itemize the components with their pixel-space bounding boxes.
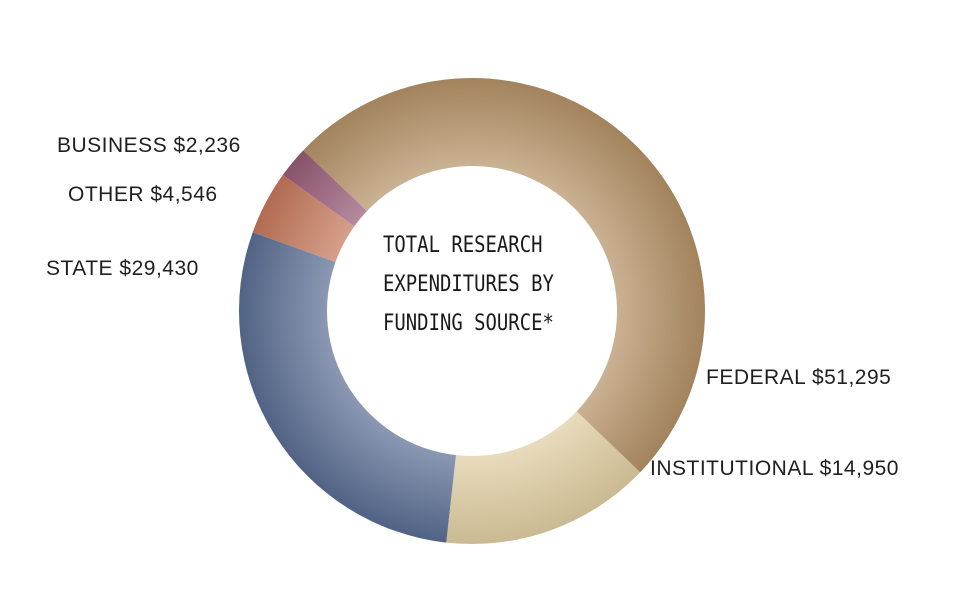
slice-label-other-name: OTHER — [68, 183, 144, 206]
slice-label-business-name: BUSINESS — [57, 134, 168, 157]
slice-label-institutional-value: $14,950 — [819, 457, 899, 480]
donut-slice-state — [239, 232, 456, 543]
slice-label-state-value: $29,430 — [119, 257, 199, 280]
slice-label-federal-value: $51,295 — [811, 366, 892, 389]
chart-title-line-3: FUNDING SOURCE* — [383, 311, 554, 336]
donut-slice-other — [252, 174, 355, 262]
slice-label-business-value: $2,236 — [173, 134, 241, 157]
donut-slice-federal — [303, 78, 705, 473]
chart-title-line-1: TOTAL RESEARCH — [383, 233, 543, 258]
slice-label-state-name: STATE — [46, 257, 114, 280]
slice-label-state: STATE $29,430 — [46, 257, 199, 281]
slice-label-federal-name: FEDERAL — [706, 366, 806, 389]
chart-title-line-2: EXPENDITURES BY — [383, 272, 554, 297]
slice-label-institutional: INSTITUTIONAL $14,950 — [650, 457, 899, 481]
donut-slice-business — [282, 150, 367, 227]
slice-label-other: OTHER $4,546 — [68, 183, 218, 207]
chart-title: TOTAL RESEARCH EXPENDITURES BY FUNDING S… — [383, 226, 554, 343]
slice-label-institutional-name: INSTITUTIONAL — [650, 457, 814, 480]
slice-label-business: BUSINESS $2,236 — [57, 134, 241, 158]
slice-label-federal: FEDERAL $51,295 — [706, 366, 891, 390]
slice-label-other-value: $4,546 — [150, 183, 218, 206]
donut-slice-institutional — [446, 411, 641, 544]
